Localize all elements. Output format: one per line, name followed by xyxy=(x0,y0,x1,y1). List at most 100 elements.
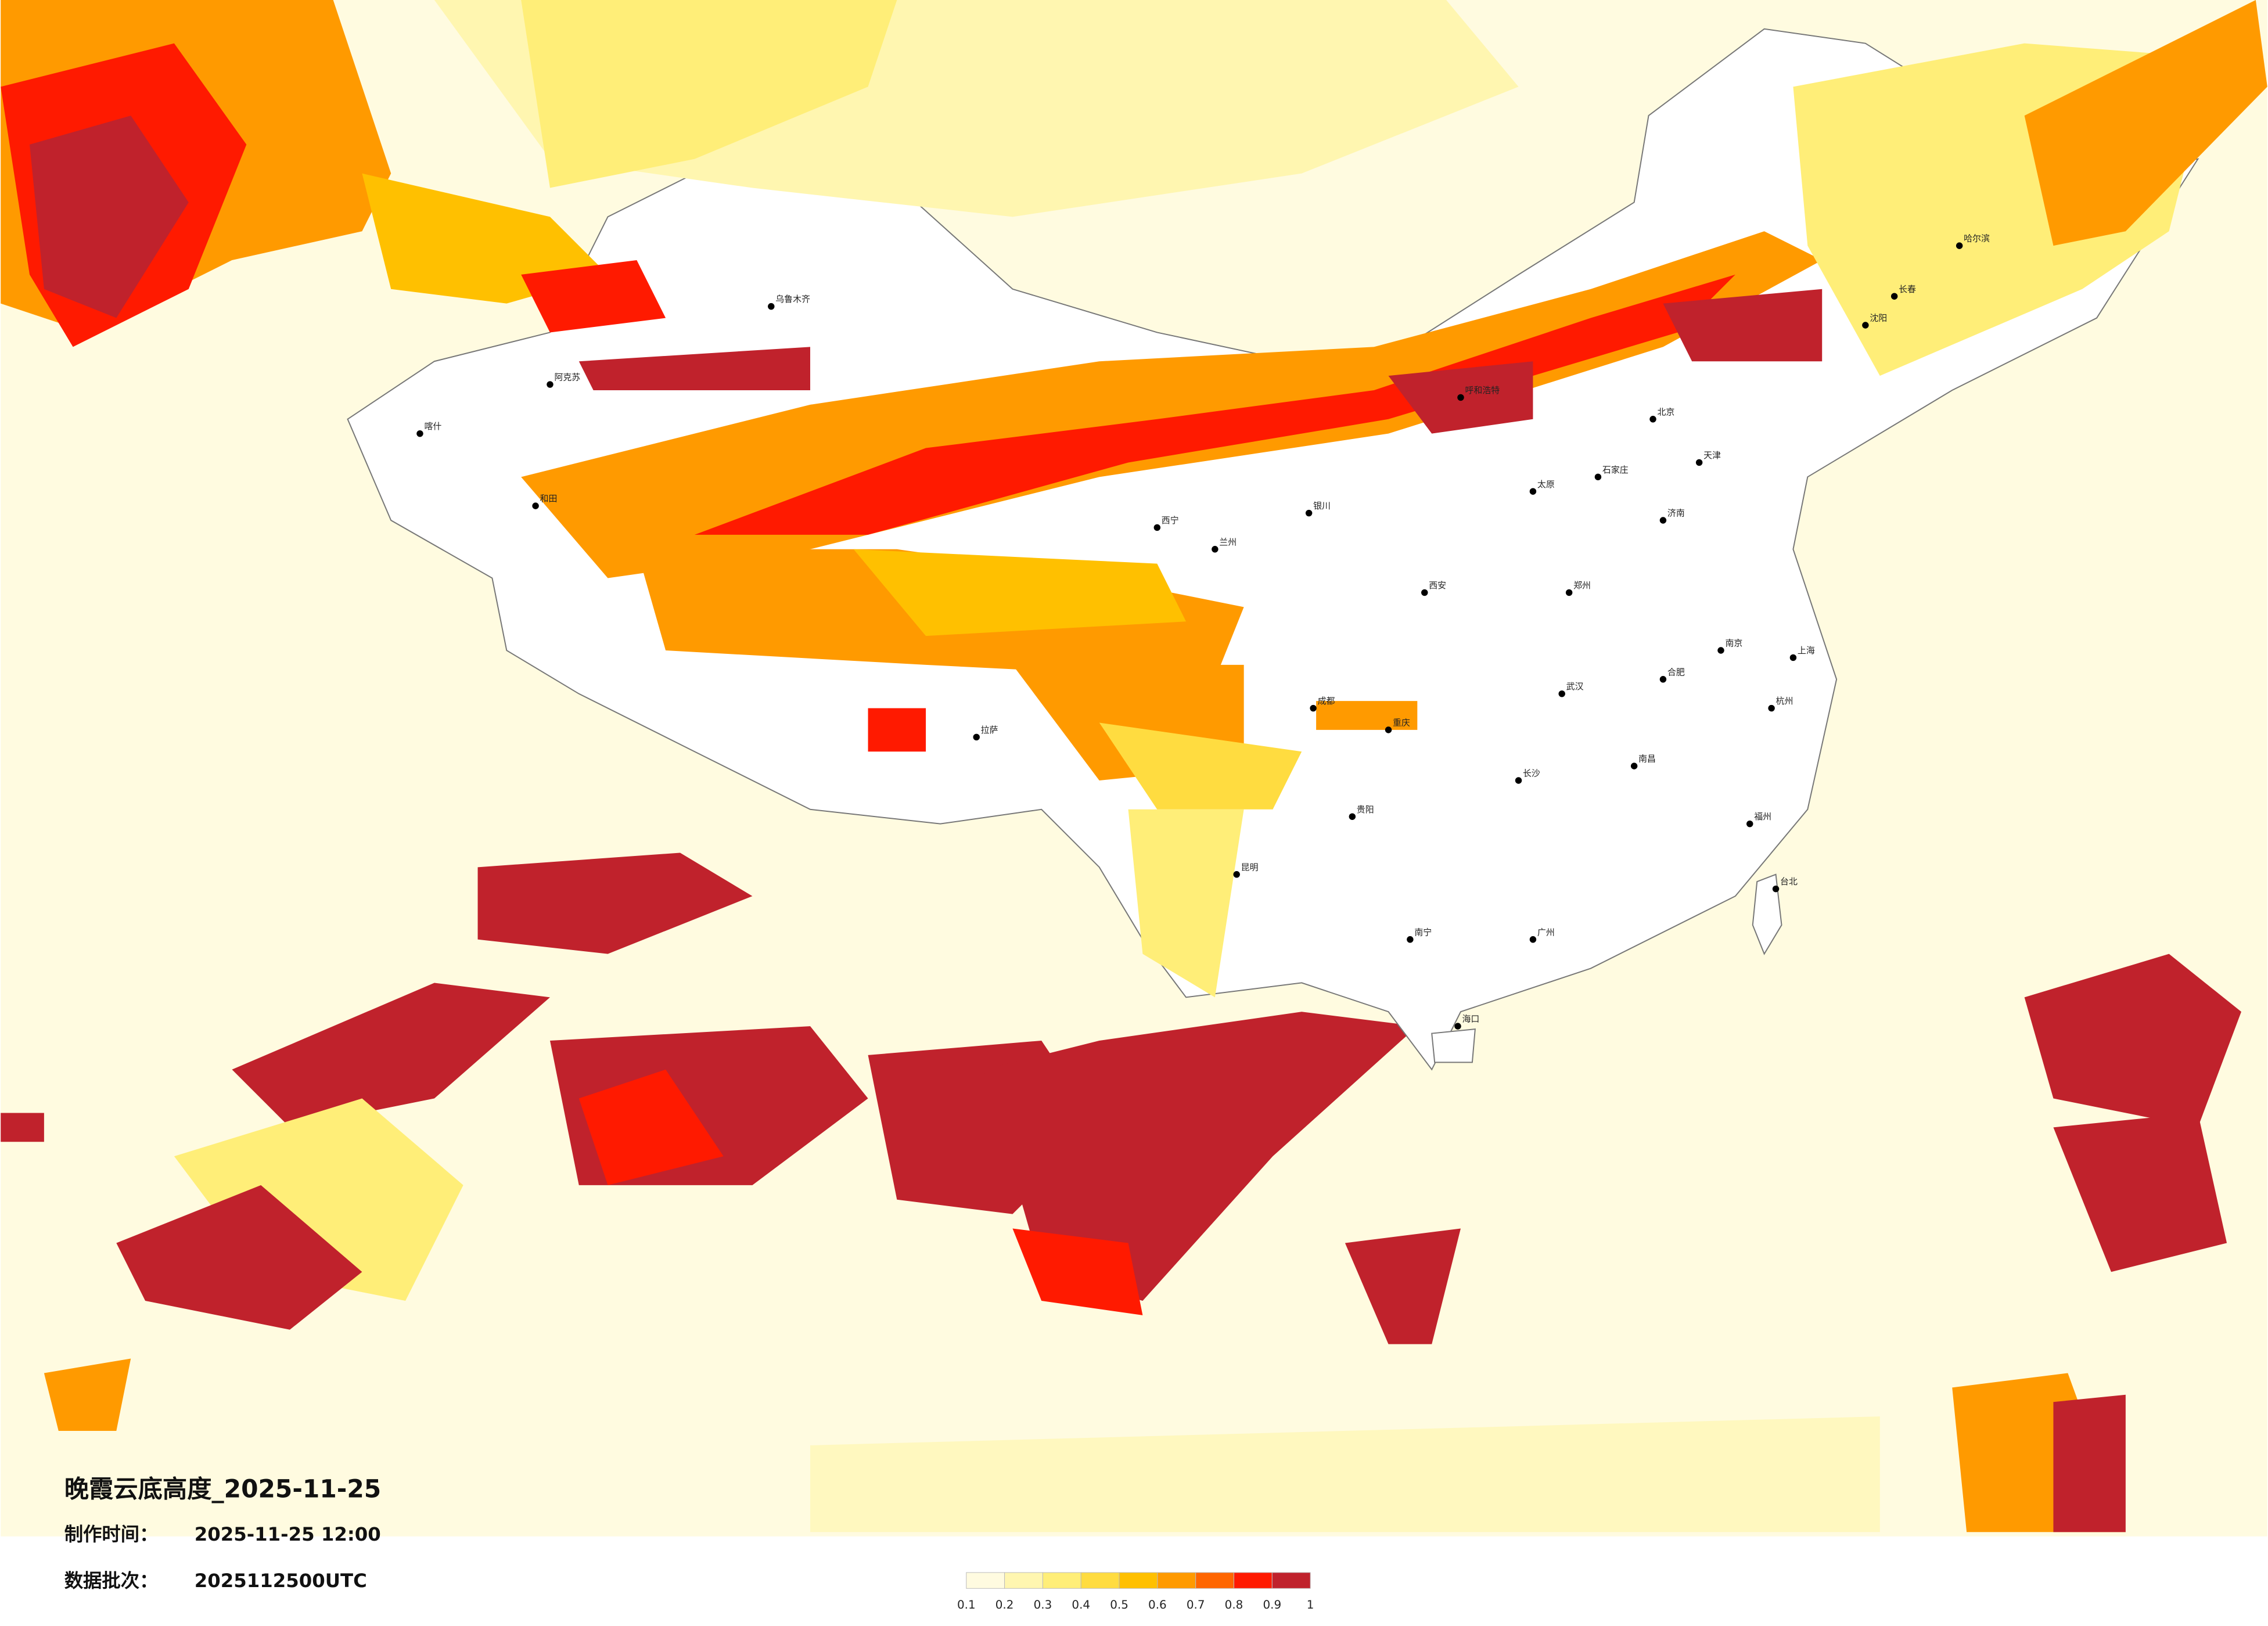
city-dot xyxy=(1515,777,1522,784)
city-label: 沈阳 xyxy=(1870,313,1887,323)
city-label: 乌鲁木齐 xyxy=(775,294,810,304)
made-time: 2025-11-25 12:00 xyxy=(195,1523,381,1545)
city-dot xyxy=(416,430,423,437)
city-label: 南京 xyxy=(1725,638,1742,649)
city-dot xyxy=(1630,762,1638,769)
city-dot xyxy=(1421,589,1428,596)
city-label: 长沙 xyxy=(1523,768,1540,779)
batch: 2025112500UTC xyxy=(195,1570,367,1592)
city-label: 上海 xyxy=(1798,645,1815,656)
legend-swatch xyxy=(1042,1572,1081,1589)
legend-swatch xyxy=(1157,1572,1196,1589)
city-dot xyxy=(1594,473,1602,481)
city-label: 太原 xyxy=(1537,479,1555,490)
legend-swatch xyxy=(1080,1572,1120,1589)
legend-tick-label: 0.4 xyxy=(1072,1598,1090,1611)
hainan-outline xyxy=(1431,1028,1476,1063)
city-label: 天津 xyxy=(1703,450,1721,461)
legend-swatch xyxy=(966,1572,1005,1589)
city-label: 西安 xyxy=(1429,580,1446,591)
legend-tick-label: 0.5 xyxy=(1110,1598,1128,1611)
legend-tick-label: 0.8 xyxy=(1225,1598,1243,1611)
city-label: 呼和浩特 xyxy=(1465,385,1500,395)
city-dot xyxy=(1956,242,1963,249)
city-label: 福州 xyxy=(1754,811,1771,822)
city-dot xyxy=(1529,488,1537,495)
city-label: 台北 xyxy=(1780,876,1798,887)
city-label: 南昌 xyxy=(1638,754,1656,764)
city-dot xyxy=(1649,416,1656,423)
city-dot xyxy=(1233,871,1240,878)
city-label: 阿克苏 xyxy=(554,372,580,383)
legend-tick-label: 0.6 xyxy=(1148,1598,1167,1611)
city-label: 南宁 xyxy=(1414,927,1432,937)
legend-tick-label: 1 xyxy=(1307,1598,1314,1611)
legend-swatch xyxy=(1271,1572,1311,1589)
city-label: 北京 xyxy=(1657,406,1674,417)
city-label: 兰州 xyxy=(1219,537,1237,547)
city-label: 长春 xyxy=(1899,284,1916,294)
city-label: 成都 xyxy=(1318,696,1335,706)
city-dot xyxy=(1153,524,1161,531)
legend-tick-label: 0.9 xyxy=(1263,1598,1281,1611)
city-dot xyxy=(1385,726,1392,733)
city-label: 贵阳 xyxy=(1357,804,1374,815)
city-dot xyxy=(1305,509,1313,517)
city-dot xyxy=(1212,546,1219,553)
city-dot xyxy=(1768,704,1775,712)
city-dot xyxy=(1407,936,1414,943)
batch-label: 数据批次： xyxy=(64,1570,159,1592)
city-label: 和田 xyxy=(540,494,558,504)
city-label: 拉萨 xyxy=(981,725,998,735)
city-label: 西宁 xyxy=(1162,515,1179,526)
legend-tick-label: 0.1 xyxy=(957,1598,976,1611)
city-dot xyxy=(547,381,553,388)
city-label: 郑州 xyxy=(1573,580,1591,591)
legend-tick-label: 0.3 xyxy=(1034,1598,1052,1611)
city-dot xyxy=(1558,690,1565,697)
city-label: 广州 xyxy=(1537,927,1555,937)
city-dot xyxy=(1789,654,1797,661)
city-dot xyxy=(1717,647,1724,654)
city-dot xyxy=(1454,1023,1461,1030)
city-label: 石家庄 xyxy=(1602,465,1629,475)
city-dot xyxy=(1659,517,1667,524)
city-dot xyxy=(768,303,775,310)
map-title: 晚霞云底高度_2025-11-25 xyxy=(64,1474,381,1503)
city-dot xyxy=(1529,936,1537,943)
city-dot xyxy=(1890,293,1898,300)
city-label: 济南 xyxy=(1667,508,1685,519)
city-label: 武汉 xyxy=(1566,681,1584,692)
legend: 0.1 0.2 0.3 0.4 0.5 0.6 0.7 0.8 0.9 1 xyxy=(957,1572,1314,1611)
made-time-label: 制作时间： xyxy=(64,1523,159,1545)
legend-tick-label: 0.7 xyxy=(1187,1598,1205,1611)
legend-swatch xyxy=(1234,1572,1273,1589)
city-label: 喀什 xyxy=(424,421,441,431)
taiwan-outline xyxy=(1752,873,1782,955)
city-dot xyxy=(1565,589,1573,596)
legend-swatch xyxy=(1119,1572,1158,1589)
city-dot xyxy=(1862,322,1869,329)
cloud-layer-north xyxy=(1,0,2267,998)
city-dot xyxy=(1659,676,1667,683)
city-label: 重庆 xyxy=(1393,717,1410,728)
city-label: 杭州 xyxy=(1776,696,1793,706)
city-label: 哈尔滨 xyxy=(1964,233,1990,244)
city-dot xyxy=(1695,459,1703,466)
legend-tick-label: 0.2 xyxy=(995,1598,1014,1611)
city-dot xyxy=(1746,820,1753,828)
city-dot xyxy=(532,502,539,509)
city-label: 合肥 xyxy=(1667,667,1685,677)
city-label: 银川 xyxy=(1313,501,1331,511)
legend-swatch xyxy=(1004,1572,1043,1589)
legend-swatch xyxy=(1195,1572,1235,1589)
city-dot xyxy=(1772,885,1780,893)
city-dot xyxy=(1457,394,1464,401)
city-dot xyxy=(973,733,980,741)
city-dot xyxy=(1310,704,1317,712)
city-label: 海口 xyxy=(1462,1014,1479,1024)
city-label: 昆明 xyxy=(1241,862,1259,872)
